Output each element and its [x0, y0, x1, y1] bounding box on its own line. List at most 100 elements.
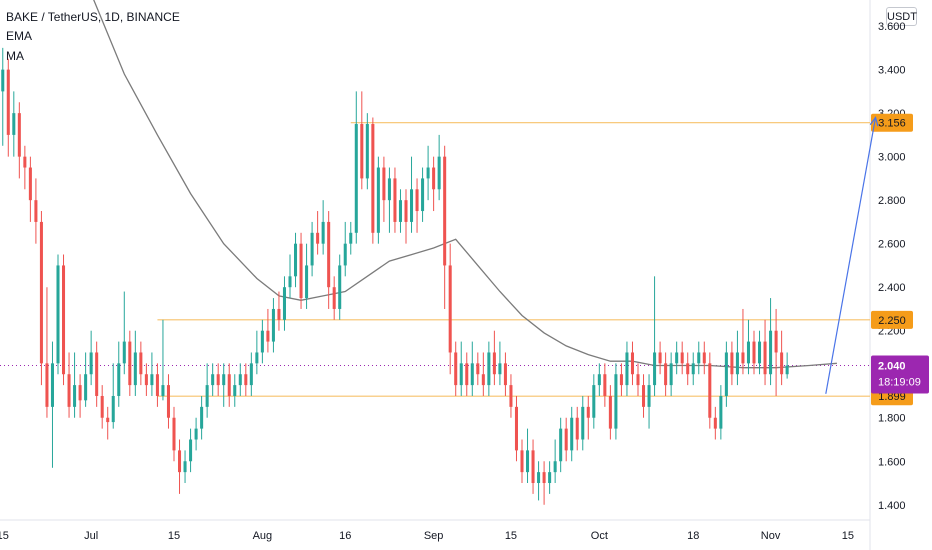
x-tick-label: Sep [424, 530, 444, 542]
y-tick-label: 3.000 [878, 152, 906, 164]
candle-body [128, 341, 132, 386]
candle-body [481, 374, 485, 386]
candle-body [752, 341, 756, 364]
candle-body [28, 167, 32, 201]
candle-body [166, 385, 170, 418]
level-label-bg [871, 113, 913, 132]
candle-body [200, 406, 204, 429]
candle-body [608, 395, 612, 429]
candle-body [338, 265, 342, 309]
candle-body [50, 363, 54, 407]
y-tick-label: 1.800 [878, 413, 906, 425]
candle-body [376, 167, 380, 233]
candle-body [404, 200, 408, 222]
level-label: 3.156 [878, 118, 906, 130]
candle-body [255, 352, 259, 364]
candle-body [382, 167, 386, 201]
candle-body [741, 352, 745, 364]
x-tick-label: 16 [339, 530, 351, 542]
last-price-label-bg [871, 355, 929, 394]
candle-body [514, 406, 518, 451]
candle-body [12, 113, 16, 135]
candle-body [205, 385, 209, 407]
indicator-ma-label[interactable]: MA [6, 49, 24, 63]
x-tick-label: 15 [505, 530, 517, 542]
x-tick-label: Jul [84, 530, 98, 542]
candle-body [719, 395, 723, 429]
candle-body [675, 352, 679, 364]
candle-body [288, 276, 292, 288]
candle-body [39, 221, 43, 364]
candle-body [260, 330, 264, 353]
candle-body [305, 265, 309, 299]
candle-body [89, 352, 93, 375]
candle-body [658, 352, 662, 364]
level-label-bg [871, 310, 913, 329]
candle-body [553, 461, 557, 473]
currency-button[interactable]: USDT [886, 7, 917, 26]
candle-body [592, 385, 596, 418]
candle-body [548, 472, 552, 484]
candle-body [172, 417, 176, 451]
candle-body [531, 450, 535, 484]
candle-body [769, 330, 773, 375]
candle-body [227, 374, 231, 396]
candle-body [603, 374, 607, 396]
candle-body [669, 363, 673, 386]
candles [1, 47, 789, 505]
candle-body [410, 189, 414, 222]
y-tick-label: 1.400 [878, 500, 906, 512]
candle-body [559, 428, 563, 462]
y-tick-label: 2.600 [878, 239, 906, 251]
candle-body [735, 352, 739, 375]
candle-body [84, 374, 88, 401]
candle-body [680, 352, 684, 364]
y-tick-label: 3.600 [878, 21, 906, 33]
y-tick-label: 3.400 [878, 65, 906, 77]
candle-body [78, 385, 82, 401]
candle-body [454, 352, 458, 386]
candle-body [387, 178, 391, 201]
candle-body [23, 156, 27, 168]
candle-body [630, 352, 634, 375]
candle-body [310, 232, 314, 266]
candle-body [189, 439, 193, 462]
candle-body [581, 406, 585, 440]
x-tick-label: Aug [253, 530, 273, 542]
candle-body [570, 417, 574, 451]
candle-body [95, 352, 99, 396]
candle-body [266, 330, 270, 342]
candle-body [636, 374, 640, 386]
candle-body [697, 352, 701, 364]
forecast-arrow[interactable] [825, 117, 877, 394]
x-tick-label: Nov [761, 530, 781, 542]
moving-average [93, 0, 837, 369]
candle-body [686, 363, 690, 375]
x-tick-label: 18 [687, 530, 699, 542]
candle-body [316, 232, 320, 244]
candle-body [222, 374, 226, 386]
candle-body [459, 363, 463, 386]
y-tick-label: 1.600 [878, 456, 906, 468]
candle-body [282, 287, 286, 320]
level-label: 2.250 [878, 315, 906, 327]
last-price-label: 2.040 [878, 361, 906, 373]
candle-body [586, 406, 590, 418]
candle-body [211, 374, 215, 386]
candle-body [597, 374, 601, 386]
candle-body [526, 450, 530, 473]
candle-body [542, 472, 546, 484]
indicator-ema-label[interactable]: EMA [6, 29, 33, 43]
candle-body [492, 352, 496, 375]
candle-body [106, 417, 110, 423]
candle-body [233, 385, 237, 396]
symbol-title: BAKE / TetherUS, 1D, BINANCE [6, 10, 180, 24]
candle-body [62, 265, 66, 375]
candle-body [614, 374, 618, 429]
candle-body [564, 428, 568, 451]
candle-body [691, 363, 695, 375]
candle-body [327, 221, 331, 288]
x-tick-label: 15 [0, 530, 9, 542]
candle-body [575, 417, 579, 440]
